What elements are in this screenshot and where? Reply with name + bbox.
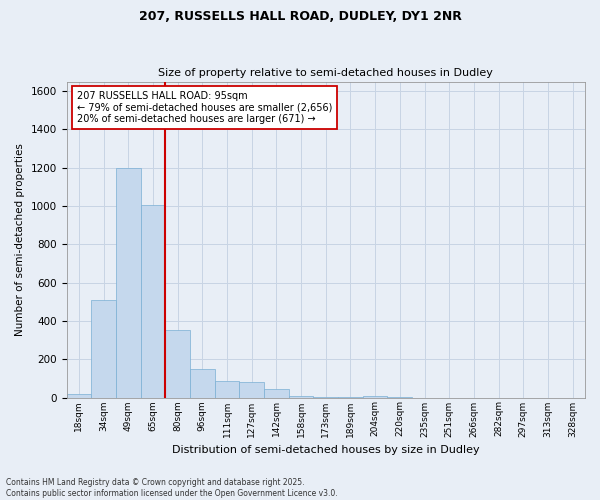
Bar (264, 390, 289, 398)
X-axis label: Distribution of semi-detached houses by size in Dudley: Distribution of semi-detached houses by … (172, 445, 479, 455)
Bar (91, 300, 116, 398)
Bar (289, 396, 313, 398)
Bar (165, 330, 190, 398)
Bar (67, 394, 91, 398)
Bar (239, 382, 264, 398)
Text: 207 RUSSELLS HALL ROAD: 95sqm
← 79% of semi-detached houses are smaller (2,656)
: 207 RUSSELLS HALL ROAD: 95sqm ← 79% of s… (77, 91, 332, 124)
Bar (140, 205, 165, 398)
Title: Size of property relative to semi-detached houses in Dudley: Size of property relative to semi-detach… (158, 68, 493, 78)
Bar (215, 380, 239, 398)
Text: 207, RUSSELLS HALL ROAD, DUDLEY, DY1 2NR: 207, RUSSELLS HALL ROAD, DUDLEY, DY1 2NR (139, 10, 461, 23)
Y-axis label: Number of semi-detached properties: Number of semi-detached properties (15, 143, 25, 336)
Bar (363, 396, 388, 398)
Bar (116, 168, 140, 398)
Bar (190, 369, 215, 398)
Text: Contains HM Land Registry data © Crown copyright and database right 2025.
Contai: Contains HM Land Registry data © Crown c… (6, 478, 338, 498)
